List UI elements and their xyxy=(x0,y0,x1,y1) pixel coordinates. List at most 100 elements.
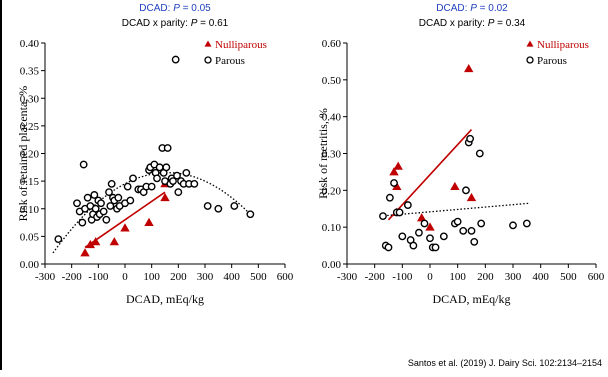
parous-point xyxy=(114,193,123,202)
parous-point xyxy=(162,163,171,172)
parous-point xyxy=(398,232,407,241)
parous-point xyxy=(439,232,448,241)
x-tick-label: 600 xyxy=(277,271,294,283)
x-tick-label: 600 xyxy=(588,271,605,283)
parous-point xyxy=(409,241,418,250)
parous-point xyxy=(106,202,115,210)
parous-point xyxy=(78,218,87,227)
legend-label-parous: Parous xyxy=(215,55,245,67)
y-tick-label: 0.05 xyxy=(20,231,40,243)
parous-point xyxy=(431,243,440,252)
parous-point xyxy=(190,179,199,188)
parous-point xyxy=(214,204,223,213)
parous-point xyxy=(83,193,92,202)
y-axis-label: Risk of metritis, % xyxy=(316,108,330,199)
parous-point xyxy=(73,199,81,208)
x-tick-label: 300 xyxy=(197,271,214,283)
y-tick-label: 0.20 xyxy=(20,149,40,161)
parous-point xyxy=(54,235,63,244)
parous-point xyxy=(90,191,99,199)
parous-point xyxy=(123,182,132,191)
parous-point xyxy=(470,237,479,246)
parous-point xyxy=(173,171,181,180)
parous-point xyxy=(171,55,180,64)
nulliparous-point xyxy=(464,63,474,73)
nulliparous-point xyxy=(160,192,170,202)
parous-point xyxy=(453,217,462,226)
x-axis-label: DCAD, mEq/kg xyxy=(126,292,204,306)
parous-point xyxy=(169,177,177,186)
parous-point xyxy=(477,219,486,228)
x-tick-label: 500 xyxy=(560,271,577,283)
y-tick-label: 0.60 xyxy=(322,38,342,50)
fit-line-nulliparous xyxy=(84,191,166,249)
parous-point xyxy=(426,234,434,243)
parous-point xyxy=(147,182,156,191)
parous-point xyxy=(403,201,412,209)
y-tick-label: 0.30 xyxy=(20,93,40,105)
parous-point xyxy=(105,188,113,197)
x-tick-label: -100 xyxy=(88,271,109,283)
parous-point xyxy=(246,210,255,219)
x-axis-label: DCAD, mEq/kg xyxy=(433,292,511,306)
parous-point xyxy=(153,174,161,183)
y-tick-label: 0.15 xyxy=(20,176,40,188)
legend-label-parous: Parous xyxy=(537,55,567,67)
parous-point xyxy=(79,160,88,169)
parous-point xyxy=(182,168,191,177)
y-tick-label: 0.00 xyxy=(20,259,40,271)
chart-panel-1: DCAD: P = 0.05 DCAD x parity: P = 0.61 0.0… xyxy=(16,3,294,306)
nulliparous-point xyxy=(90,237,101,246)
nulliparous-point xyxy=(425,222,435,231)
y-tick-label: 0.25 xyxy=(20,121,40,133)
parous-point xyxy=(174,188,183,197)
x-tick-label: 400 xyxy=(223,271,240,283)
fit-line-nulliparous xyxy=(387,129,473,221)
parous-point xyxy=(475,149,484,158)
parous-point xyxy=(420,219,429,228)
y-tick-label: 0.20 xyxy=(322,185,342,197)
legend-marker-nulliparous xyxy=(526,40,534,47)
chart-panel-2: DCAD: P = 0.02 DCAD x parity: P = 0.34 0.0… xyxy=(316,3,605,306)
stat-line-1: DCAD: P = 0.02 xyxy=(436,3,508,14)
parous-point xyxy=(467,226,476,235)
nulliparous-point xyxy=(80,248,90,257)
parous-point xyxy=(459,226,468,235)
parous-point xyxy=(522,219,531,228)
x-tick-label: 0 xyxy=(427,271,433,283)
parous-point xyxy=(126,196,135,205)
x-tick-label: -100 xyxy=(392,271,413,283)
parous-point xyxy=(466,134,475,143)
citation-text: Santos et al. (2019) J. Dairy Sci. 102:2… xyxy=(407,358,602,368)
legend-label-nulliparous: Nulliparous xyxy=(537,39,589,51)
x-tick-label: -300 xyxy=(35,271,56,283)
x-tick-label: 300 xyxy=(505,271,522,283)
parous-point xyxy=(230,202,239,210)
x-tick-label: 100 xyxy=(143,271,160,283)
x-tick-label: 500 xyxy=(250,271,267,283)
parous-point xyxy=(395,208,404,217)
nulliparous-point xyxy=(389,167,399,176)
stat-line-2: DCAD x parity: P = 0.34 xyxy=(419,18,526,29)
x-tick-label: -200 xyxy=(62,271,83,283)
parous-point xyxy=(462,186,470,195)
y-tick-label: 0.10 xyxy=(20,204,40,216)
parous-point xyxy=(102,215,111,224)
x-tick-label: 200 xyxy=(477,271,494,283)
x-tick-label: 0 xyxy=(122,271,128,283)
parous-point xyxy=(99,207,108,216)
parous-point xyxy=(163,144,172,152)
y-tick-label: 0.30 xyxy=(322,149,342,161)
parous-point xyxy=(390,179,398,187)
nulliparous-point xyxy=(109,237,120,246)
fit-line-parous xyxy=(380,202,530,217)
x-tick-label: -200 xyxy=(365,271,386,283)
parous-point xyxy=(203,202,212,210)
x-tick-label: 200 xyxy=(170,271,187,283)
legend-marker-parous xyxy=(204,56,212,64)
parous-point xyxy=(379,212,387,221)
parous-point xyxy=(91,204,100,213)
legend: Nulliparous Parous xyxy=(204,39,267,67)
parous-point xyxy=(107,179,116,188)
